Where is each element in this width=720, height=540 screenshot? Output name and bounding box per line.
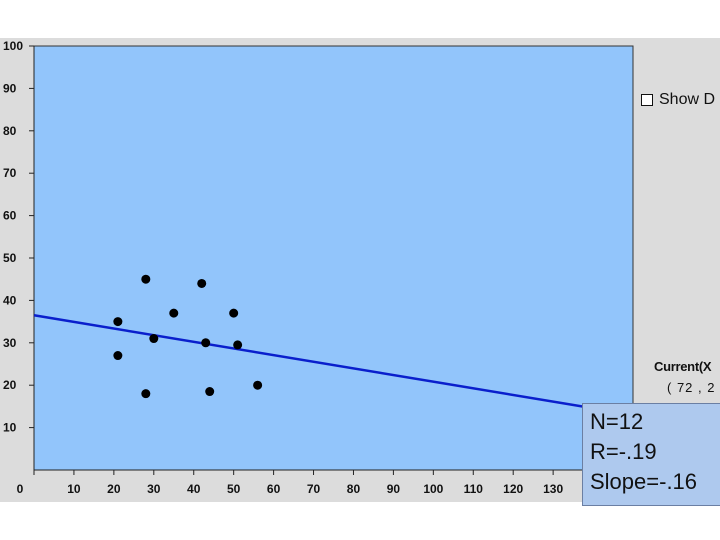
data-point[interactable] (169, 308, 179, 318)
x-tick-label: 30 (147, 482, 161, 496)
x-tick-label: 50 (227, 482, 241, 496)
data-point[interactable] (229, 308, 239, 318)
x-tick-label: 100 (423, 482, 443, 496)
y-tick-label: 40 (3, 293, 17, 307)
data-point[interactable] (113, 351, 123, 361)
data-point[interactable] (253, 380, 263, 390)
x-tick-label: 10 (67, 482, 81, 496)
y-tick-label: 50 (3, 251, 17, 265)
x-tick-label: 70 (307, 482, 321, 496)
scatter-plot[interactable]: 10 20 30 40 50 60 70 80 90 100 0 10 20 30 40 50 60 70 80 90… (0, 38, 720, 502)
x-tick-label: 20 (107, 482, 121, 496)
data-point[interactable] (141, 274, 151, 284)
y-tick-label: 30 (3, 336, 17, 350)
show-checkbox-label: Show D (659, 91, 716, 108)
x-tick-label: 120 (503, 482, 523, 496)
data-point[interactable] (233, 340, 243, 350)
y-tick-label: 20 (3, 378, 17, 392)
x-tick-label: 80 (347, 482, 361, 496)
stat-n: N=12 (590, 409, 644, 434)
current-coordinates-label: Current(X (654, 359, 712, 374)
x-tick-label: 60 (267, 482, 281, 496)
x-tick-label: 40 (187, 482, 201, 496)
y-tick-label: 70 (3, 166, 17, 180)
data-point[interactable] (197, 278, 207, 288)
y-tick-label: 80 (3, 124, 17, 138)
data-point[interactable] (141, 389, 151, 399)
data-point[interactable] (201, 338, 211, 348)
show-checkbox[interactable] (641, 94, 653, 106)
data-point[interactable] (113, 317, 123, 327)
current-coordinates-value: ( 72 , 2 (667, 380, 716, 395)
x-tick-label: 130 (543, 482, 563, 496)
stat-slope: Slope=-.16 (590, 469, 698, 494)
app-window: 10 20 30 40 50 60 70 80 90 100 0 10 20 30 40 50 60 70 80 90… (0, 38, 720, 506)
x-tick-label: 90 (387, 482, 401, 496)
y-tick-label: 60 (3, 209, 17, 223)
stat-r: R=-.19 (590, 439, 657, 464)
y-tick-label: 90 (3, 81, 17, 95)
x-tick-label: 0 (17, 482, 24, 496)
x-tick-label: 110 (464, 482, 484, 496)
plot-area[interactable] (33, 45, 634, 471)
data-point[interactable] (205, 387, 215, 397)
stats-box: N=12 R=-.19 Slope=-.16 (582, 403, 720, 506)
y-tick-label: 100 (3, 39, 23, 53)
regression-line (33, 314, 634, 417)
y-tick-label: 10 (3, 421, 17, 435)
show-checkbox-option[interactable]: Show D (641, 90, 715, 110)
data-point[interactable] (149, 334, 159, 344)
